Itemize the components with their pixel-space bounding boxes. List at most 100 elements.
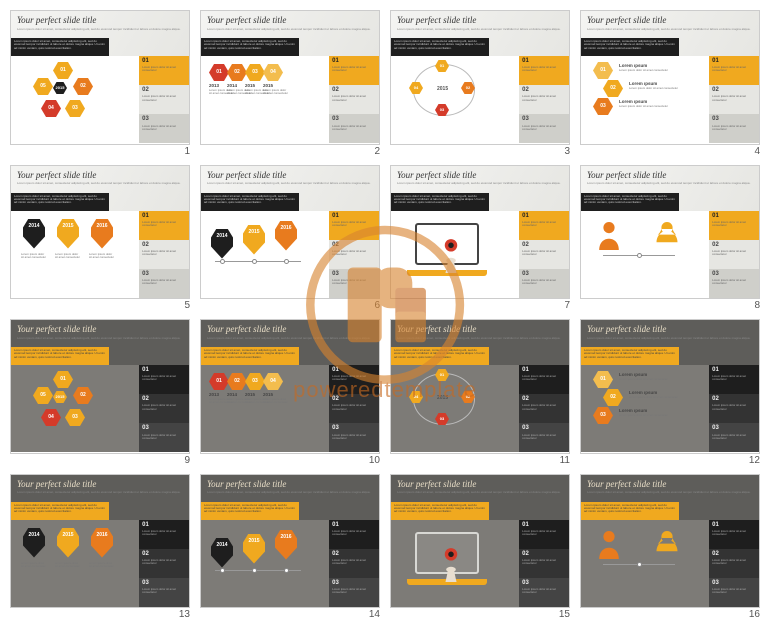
sidebar-item: 03Lorem ipsum dolor sit amet consectetur (709, 423, 759, 452)
slide-cell[interactable]: Your perfect slide titleLorem ipsum dolo… (390, 319, 570, 466)
timeline-dot (220, 259, 225, 264)
sidebar-item: 01Lorem ipsum dolor sit amet consectetur (519, 211, 569, 240)
slide-sidebar: 01Lorem ipsum dolor sit amet consectetur… (139, 520, 189, 607)
sidebar-number: 03 (712, 271, 719, 277)
slide-body: 012013Lorem ipsum dolor sit amet consect… (201, 56, 379, 143)
sidebar-text: Lorem ipsum dolor sit amet consectetur (332, 588, 376, 596)
sidebar-text: Lorem ipsum dolor sit amet consectetur (142, 530, 186, 538)
slide-intro-block: Lorem ipsum dolor sit amet, consectetur … (581, 347, 679, 365)
slide-title: Your perfect slide title (581, 11, 759, 28)
slide-cell[interactable]: Your perfect slide titleLorem ipsum dolo… (200, 165, 380, 312)
slide-cell[interactable]: Your perfect slide titleLorem ipsum dolo… (200, 319, 380, 466)
sidebar-item: 02Lorem ipsum dolor sit amet consectetur (519, 85, 569, 114)
slide-header: Your perfect slide titleLorem ipsum dolo… (11, 475, 189, 520)
slide-title: Your perfect slide title (201, 475, 379, 492)
sidebar-item: 03Lorem ipsum dolor sit amet consectetur (709, 114, 759, 143)
slide-subtitle: Lorem ipsum dolor sit amet, consectetur … (11, 491, 189, 494)
pin-caption: Lorem ipsum dolor sit amet consectetur (55, 253, 81, 259)
hex-node: 03 (65, 409, 85, 426)
sidebar-item: 02Lorem ipsum dolor sit amet consectetur (709, 85, 759, 114)
sidebar-text: Lorem ipsum dolor sit amet consectetur (142, 559, 186, 567)
sidebar-text: Lorem ipsum dolor sit amet consectetur (332, 250, 376, 258)
slide-number: 10 (200, 454, 380, 466)
map-pin: 2014 (23, 219, 45, 249)
slide-header: Your perfect slide titleLorem ipsum dolo… (391, 320, 569, 365)
slide-main: 012013Lorem ipsum dolor sit amet consect… (201, 365, 329, 452)
sidebar-number: 02 (142, 396, 149, 402)
sidebar-number: 03 (142, 425, 149, 431)
slide-subtitle: Lorem ipsum dolor sit amet, consectetur … (391, 491, 569, 494)
slide-thumbnail: Your perfect slide titleLorem ipsum dolo… (390, 165, 570, 300)
slide-cell[interactable]: Your perfect slide title Lorem ipsum dolo… (580, 10, 760, 157)
hex-node: 02 (73, 78, 93, 95)
hex-center: 2015 (53, 391, 67, 403)
sidebar-text: Lorem ipsum dolor sit amet consectetur (522, 125, 566, 133)
hex-node: 05 (33, 78, 53, 95)
slide-gallery: Your perfect slide title Lorem ipsum dolo… (0, 0, 770, 630)
slide-sidebar: 01Lorem ipsum dolor sit amet consectetur… (329, 520, 379, 607)
sidebar-text: Lorem ipsum dolor sit amet consectetur (332, 125, 376, 133)
slide-thumbnail: Your perfect slide title Lorem ipsum dolo… (580, 474, 760, 609)
sidebar-item: 02Lorem ipsum dolor sit amet consectetur (519, 549, 569, 578)
sidebar-number: 01 (332, 213, 339, 219)
slide-body: 2014Lorem ipsum dolor sit amet consectet… (11, 520, 189, 607)
sidebar-text: Lorem ipsum dolor sit amet consectetur (522, 250, 566, 258)
slide-cell[interactable]: Your perfect slide title Lorem ipsum dolo… (200, 474, 380, 621)
slide-title: Your perfect slide title (201, 11, 379, 28)
slide-cell[interactable]: Your perfect slide titleLorem ipsum dolo… (580, 319, 760, 466)
sidebar-item: 01Lorem ipsum dolor sit amet consectetur (519, 365, 569, 394)
slide-thumbnail: Your perfect slide titleLorem ipsum dolo… (390, 474, 570, 609)
slide-main: 01020304052015 (11, 56, 139, 143)
slide-thumbnail: Your perfect slide titleLorem ipsum dolo… (580, 319, 760, 454)
slide-body: 01 Lorem ipsum dolor sit amet consectetur… (581, 520, 759, 607)
timeline-dot (252, 568, 257, 573)
slide-cell[interactable]: Your perfect slide title Lorem ipsum dolo… (580, 474, 760, 621)
sidebar-text: Lorem ipsum dolor sit amet consectetur (712, 95, 756, 103)
slide-thumbnail: Your perfect slide titleLorem ipsum dolo… (390, 10, 570, 145)
sidebar-item: 02 Lorem ipsum dolor sit amet consectetur (139, 394, 189, 423)
slide-title: Your perfect slide title (581, 475, 759, 492)
sidebar-text: Lorem ipsum dolor sit amet consectetur (712, 588, 756, 596)
sidebar-text: Lorem ipsum dolor sit amet consectetur (522, 434, 566, 442)
slide-body: 012013Lorem ipsum dolor sit amet consect… (201, 365, 379, 452)
slide-cell[interactable]: Your perfect slide titleLorem ipsum dolo… (390, 10, 570, 157)
sidebar-text: Lorem ipsum dolor sit amet consectetur (332, 221, 376, 229)
sidebar-text: Lorem ipsum dolor sit amet consectetur (142, 404, 186, 412)
hex-node: 02 (73, 387, 93, 404)
slide-header: Your perfect slide titleLorem ipsum dolo… (581, 320, 759, 365)
slide-sidebar: 01Lorem ipsum dolor sit amet consectetur… (329, 56, 379, 143)
hex-node: 04 (263, 64, 283, 81)
sidebar-number: 01 (712, 522, 719, 528)
slide-intro-block: Lorem ipsum dolor sit amet, consectetur … (581, 193, 679, 211)
year-label: 2015 (263, 393, 289, 398)
slide-header: Your perfect slide titleLorem ipsum dolo… (201, 320, 379, 365)
sidebar-number: 03 (522, 425, 529, 431)
sidebar-item: 02Lorem ipsum dolor sit amet consectetur (139, 85, 189, 114)
slide-cell[interactable]: Your perfect slide titleLorem ipsum dolo… (580, 165, 760, 312)
sidebar-text: Lorem ipsum dolor sit amet consectetur (332, 95, 376, 103)
slide-body: 20142015201601 Lorem ipsum dolor sit amet… (201, 211, 379, 298)
slide-number: 9 (10, 454, 190, 466)
sidebar-item: 03Lorem ipsum dolor sit amet consectetur (139, 114, 189, 143)
person-female-icon (653, 528, 681, 562)
sidebar-text: Lorem ipsum dolor sit amet consectetur (522, 404, 566, 412)
sidebar-item: 02Lorem ipsum dolor sit amet consectetur (519, 394, 569, 423)
slide-cell[interactable]: Your perfect slide titleLorem ipsum dolo… (10, 319, 190, 466)
singular-year-label: 2015 (437, 86, 448, 92)
sidebar-number: 03 (332, 116, 339, 122)
slide-cell[interactable]: Your perfect slide title Lorem ipsum dolo… (200, 10, 380, 157)
slide-cell[interactable]: Your perfect slide titleLorem ipsum dolo… (390, 474, 570, 621)
slide-cell[interactable]: Your perfect slide titleLorem ipsum dolo… (10, 10, 190, 157)
slide-header: Your perfect slide titleLorem ipsum dolo… (581, 166, 759, 211)
slide-body: 01Lorem ipsum dolor sit amet consectetur… (391, 211, 569, 298)
slide-sidebar: 01Lorem ipsum dolor sit amet consectetur… (519, 56, 569, 143)
slide-cell[interactable]: Your perfect slide titleLorem ipsum dolo… (390, 165, 570, 312)
slide-main: 201420152016 (201, 211, 329, 298)
slide-number: 11 (390, 454, 570, 466)
sidebar-number: 03 (712, 580, 719, 586)
slide-intro-block: Lorem ipsum dolor sit amet, consectetur … (391, 38, 489, 56)
slide-cell[interactable]: Your perfect slide titleLorem ipsum dolo… (10, 165, 190, 312)
slide-cell[interactable]: Your perfect slide titleLorem ipsum dolo… (10, 474, 190, 621)
column-caption: 2015Lorem ipsum dolor sit amet consectet… (263, 84, 289, 95)
sidebar-text: Lorem ipsum dolor sit amet consectetur (142, 375, 186, 383)
